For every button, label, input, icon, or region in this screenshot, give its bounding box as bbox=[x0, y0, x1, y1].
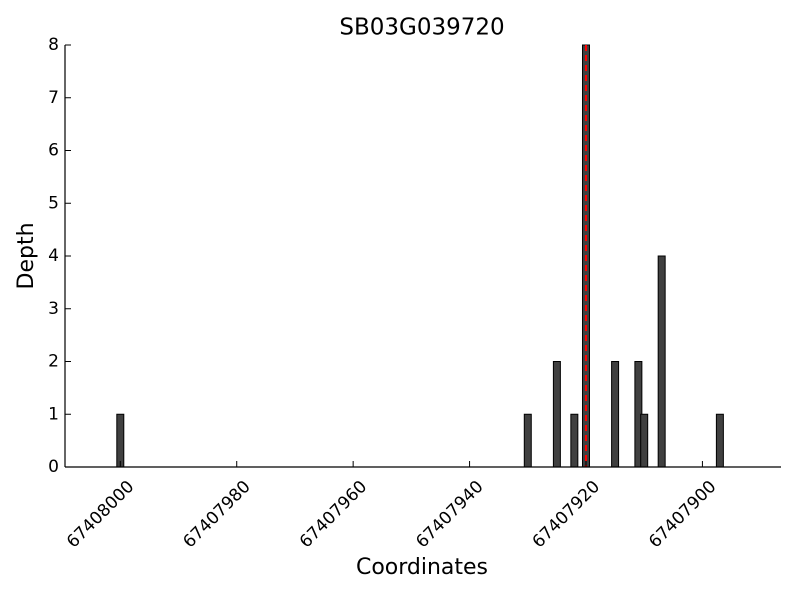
y-tick-label: 0 bbox=[48, 457, 59, 477]
bar bbox=[552, 361, 561, 468]
bar bbox=[657, 255, 666, 468]
y-tick-label: 3 bbox=[48, 299, 59, 319]
x-tick-label: 67407900 bbox=[645, 477, 720, 552]
chart-title: SB03G039720 bbox=[339, 15, 504, 41]
bar bbox=[640, 413, 649, 468]
x-axis-label: Coordinates bbox=[356, 555, 488, 580]
y-tick-label: 2 bbox=[48, 352, 59, 372]
x-tick-label: 67408000 bbox=[63, 477, 138, 552]
x-tick-label: 67407940 bbox=[412, 477, 487, 552]
x-tick-label: 67407960 bbox=[296, 477, 371, 552]
bar bbox=[523, 413, 532, 468]
y-tick-label: 4 bbox=[48, 246, 59, 266]
x-tick-label: 67407980 bbox=[179, 477, 254, 552]
y-tick-label: 8 bbox=[48, 35, 59, 55]
x-tick-label: 67407920 bbox=[529, 477, 604, 552]
y-tick-label: 5 bbox=[48, 193, 59, 213]
y-tick-label: 1 bbox=[48, 404, 59, 424]
y-axis-label: Depth bbox=[14, 222, 39, 289]
y-tick-label: 6 bbox=[48, 141, 59, 161]
bar bbox=[116, 413, 125, 468]
bar bbox=[611, 361, 620, 468]
bar bbox=[570, 413, 579, 468]
y-tick-label: 7 bbox=[48, 88, 59, 108]
bar bbox=[715, 413, 724, 468]
